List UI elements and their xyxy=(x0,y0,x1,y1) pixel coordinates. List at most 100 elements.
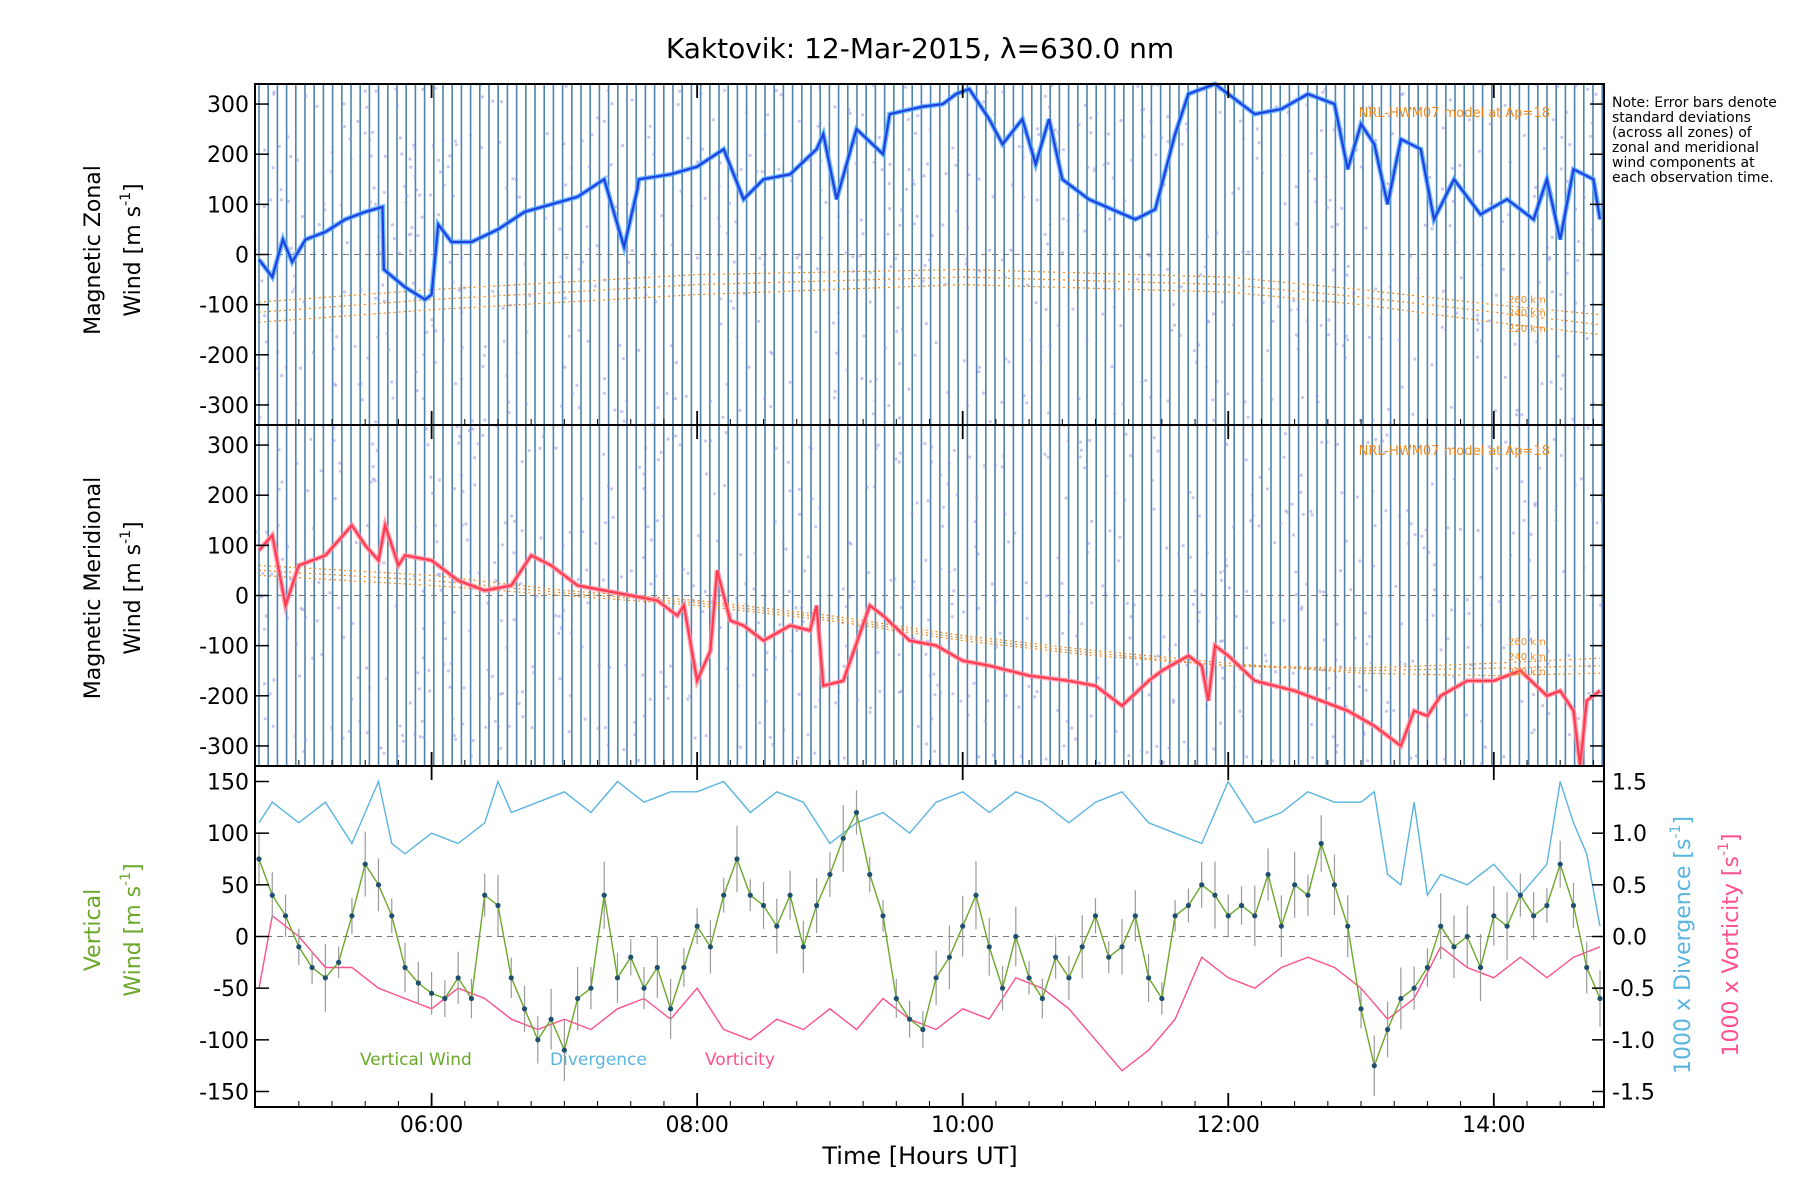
zonal-zone-point xyxy=(563,296,567,300)
zonal-zone-point xyxy=(1039,345,1043,349)
zonal-zone-point xyxy=(1301,395,1305,400)
meridional-zone-point xyxy=(302,750,306,754)
zonal-zone-point xyxy=(924,322,928,326)
zonal-zone-point xyxy=(603,377,607,381)
meridional-zone-point xyxy=(622,748,626,752)
zonal-zone-point xyxy=(903,85,908,89)
zonal-zone-point xyxy=(930,233,935,237)
zonal-zone-point xyxy=(674,361,679,365)
meridional-zone-point xyxy=(1025,616,1029,620)
zonal-zone-point xyxy=(1053,128,1057,132)
zonal-zone-point xyxy=(587,247,592,251)
meridional-zone-point xyxy=(1502,755,1506,759)
meridional-zone-point xyxy=(1504,440,1508,444)
meridional-zone-point xyxy=(1257,524,1261,528)
zonal-zone-point xyxy=(293,274,297,278)
zonal-zone-point xyxy=(1061,217,1065,221)
meridional-zone-point xyxy=(1097,761,1101,765)
meridional-zone-point xyxy=(1113,491,1117,495)
meridional-zone-point xyxy=(510,514,514,518)
meridional-zone-point xyxy=(642,556,646,560)
zonal-zone-point xyxy=(627,260,631,264)
meridional-zone-point xyxy=(842,664,846,668)
meridional-zone-point xyxy=(1355,495,1359,499)
vertical-point xyxy=(468,995,475,1002)
meridional-zone-point xyxy=(688,694,692,698)
zonal-zone-point xyxy=(575,383,579,388)
zonal-zone-point xyxy=(887,404,891,408)
right-tick-label: 1.5 xyxy=(1612,771,1647,796)
meridional-zone-point xyxy=(486,601,490,605)
meridional-zone-point xyxy=(473,483,477,487)
meridional-zone-point xyxy=(950,615,954,619)
zonal-zone-point xyxy=(977,370,981,374)
zonal-zone-point xyxy=(898,223,902,227)
zonal-zone-point xyxy=(1215,231,1219,235)
zonal-zone-point xyxy=(652,152,656,156)
meridional-zone-point xyxy=(1600,498,1604,502)
meridional-zone-point xyxy=(1103,591,1107,595)
zonal-zone-point xyxy=(769,350,773,354)
zonal-zone-point xyxy=(1560,135,1564,139)
meridional-zone-point xyxy=(686,697,690,701)
meridional-zone-point xyxy=(681,567,685,571)
vertical-point xyxy=(1185,902,1192,909)
vertical-point xyxy=(1384,1026,1391,1033)
meridional-zone-point xyxy=(868,710,872,714)
vertical-ylabel-line1: Vertical xyxy=(81,889,106,971)
meridional-ytick-label: -100 xyxy=(199,635,249,660)
zonal-zone-point xyxy=(1545,246,1549,250)
zonal-zone-point xyxy=(833,105,837,109)
meridional-zone-point xyxy=(452,487,456,491)
meridional-zone-point xyxy=(718,625,722,630)
zonal-zone-point xyxy=(258,416,262,420)
meridional-zone-point xyxy=(1101,584,1105,588)
zonal-zone-point xyxy=(1590,121,1594,125)
vertical-point xyxy=(654,964,660,971)
right-tick-label: 0.5 xyxy=(1612,874,1647,899)
meridional-zone-point xyxy=(1432,563,1436,567)
zonal-zone-point xyxy=(373,202,378,206)
zonal-zone-point xyxy=(369,154,373,158)
zonal-zone-point xyxy=(1352,291,1356,296)
meridional-zone-point xyxy=(396,754,400,758)
zonal-zone-point xyxy=(1494,293,1498,297)
meridional-zone-point xyxy=(900,605,904,610)
zonal-zone-point xyxy=(284,365,288,369)
meridional-zone-point xyxy=(659,670,663,674)
meridional-zone-point xyxy=(365,666,369,670)
meridional-zone-point xyxy=(568,530,572,535)
meridional-zone-point xyxy=(535,594,539,598)
meridional-zone-point xyxy=(462,686,466,690)
meridional-zone-point xyxy=(847,541,852,545)
zonal-zone-point xyxy=(1571,417,1575,421)
zonal-zone-point xyxy=(1450,166,1454,170)
zonal-zone-point xyxy=(481,364,485,369)
meridional-zone-point xyxy=(428,689,432,693)
meridional-zone-point xyxy=(1331,735,1335,739)
meridional-zone-point xyxy=(975,496,979,500)
vertical-point xyxy=(1026,975,1032,981)
meridional-zone-point xyxy=(576,577,580,582)
zonal-zone-point xyxy=(1186,128,1190,132)
meridional-zone-point xyxy=(867,571,871,575)
meridional-zone-point xyxy=(461,490,465,494)
vertical-points xyxy=(256,809,1603,1069)
meridional-zone-point xyxy=(459,473,464,477)
zonal-zone-point xyxy=(1513,342,1517,346)
zonal-zone-point xyxy=(363,131,367,135)
meridional-zone-point xyxy=(796,756,800,760)
meridional-zone-point xyxy=(382,751,386,755)
meridional-zone-point xyxy=(385,677,389,681)
meridional-zone-point xyxy=(521,715,525,719)
zonal-zone-point xyxy=(348,137,352,141)
meridional-zone-point xyxy=(955,493,960,497)
zonal-zone-point xyxy=(1430,227,1434,231)
zonal-zone-point xyxy=(339,203,344,207)
zonal-zone-point xyxy=(298,366,303,370)
zonal-zone-point xyxy=(898,416,902,420)
zonal-zone-point xyxy=(1534,185,1538,190)
vorticity-axis-label: 1000 x Vorticity [s-1] xyxy=(1716,833,1744,1056)
meridional-zone-point xyxy=(959,699,963,703)
meridional-model-curve xyxy=(258,564,1601,677)
